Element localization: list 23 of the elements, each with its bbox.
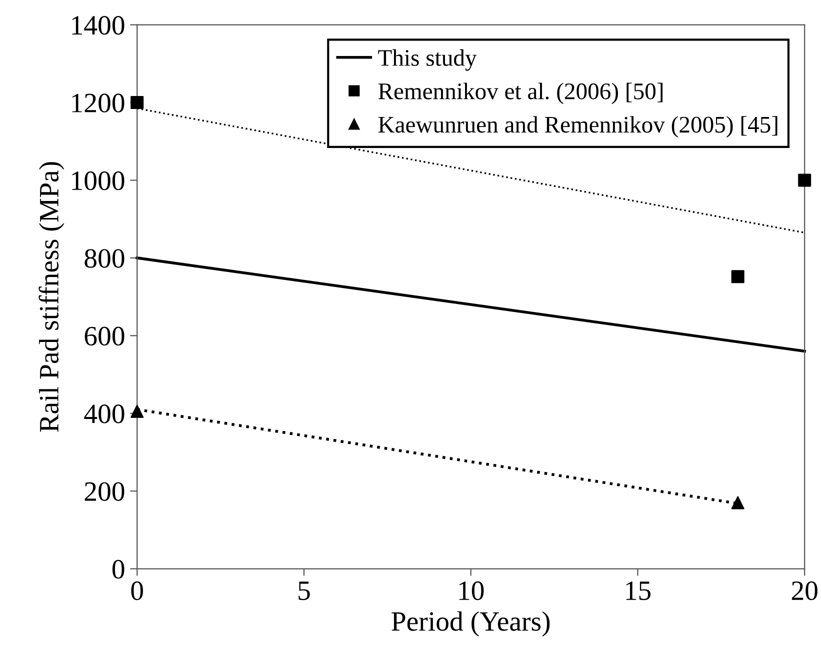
- x-tick-label: 5: [298, 582, 310, 600]
- y-tick-label: 1400: [72, 16, 124, 35]
- x-tick-label: 10: [459, 581, 484, 600]
- y-tick-label: 200: [84, 482, 124, 501]
- y-tick-label: 800: [84, 249, 124, 268]
- y-tick-label: 0: [112, 560, 124, 579]
- point: [731, 496, 744, 510]
- y-axis-title: Rail Pad stiffness (MPa): [38, 162, 64, 432]
- x-tick-label: 0: [131, 581, 143, 600]
- legend-label: Kaewunruen and Remennikov (2005) [45]: [378, 116, 778, 138]
- legend-label: Remennikov et al. (2006) [50]: [378, 82, 663, 104]
- point: [798, 174, 812, 187]
- x-tick-label: 15: [626, 582, 651, 600]
- x-tick-label: 20: [792, 581, 818, 600]
- point: [130, 96, 144, 110]
- legend-label: This study: [378, 49, 477, 71]
- y-tick-label: 1200: [72, 94, 124, 112]
- y-tick-label: 600: [84, 326, 124, 346]
- point: [731, 270, 744, 284]
- x-axis-title: Period (Years): [392, 611, 550, 637]
- y-tick-label: 1000: [72, 171, 124, 190]
- y-tick-label: 400: [84, 404, 124, 424]
- point: [130, 404, 144, 418]
